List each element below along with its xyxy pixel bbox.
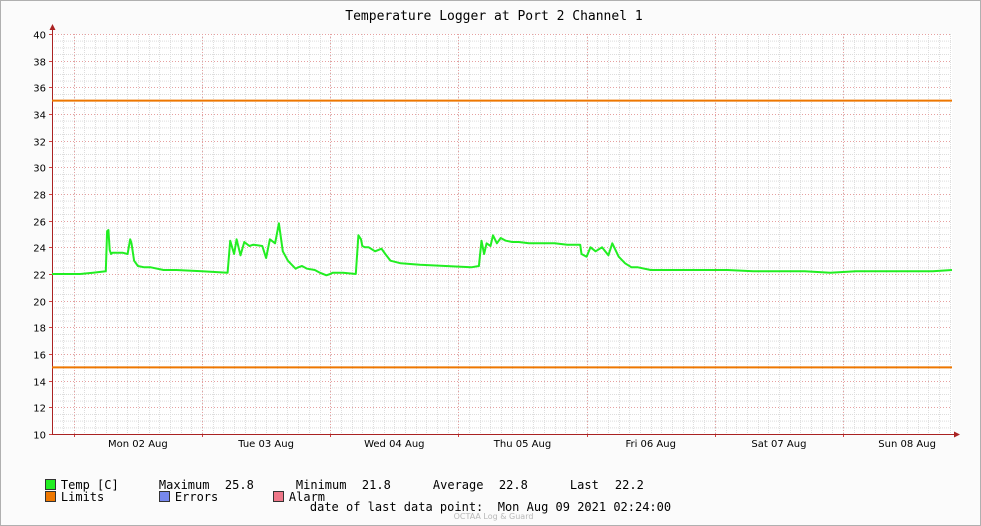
- y-tick-label: 20: [33, 298, 46, 309]
- maximum-label: Maximum: [158, 478, 210, 492]
- x-axis-arrow: [954, 431, 960, 438]
- y-tick-label: 38: [33, 58, 46, 69]
- temperature-chart: 10 12 14 16 18 20 22 24 26 28 30 32 34 36 38 40 Mon 02 A…: [33, 9, 960, 450]
- watermark: OCTAA Log & Guard: [453, 512, 534, 521]
- chart-title: Temperature Logger at Port 2 Channel 1: [345, 9, 642, 24]
- x-tick-label: Wed 04 Aug: [364, 439, 424, 450]
- y-tick-label: 28: [33, 191, 46, 202]
- y-tick-label: 32: [33, 138, 46, 149]
- y-tick-label: 26: [33, 218, 46, 229]
- y-tick-label: 18: [33, 324, 46, 335]
- last-label: Last: [569, 478, 599, 492]
- x-tick-label: Mon 02 Aug: [108, 439, 168, 450]
- maximum-value: 25.8: [224, 478, 254, 492]
- y-tick-label: 36: [33, 84, 46, 95]
- temp-legend-label: Temp [C]: [60, 478, 119, 492]
- y-axis-arrow: [49, 24, 56, 30]
- alarm-swatch: [272, 491, 284, 502]
- minimum-label: Minimum: [295, 478, 347, 492]
- errors-legend-label: Errors: [174, 490, 219, 504]
- y-tick-label: 12: [33, 404, 46, 415]
- x-tick-label: Tue 03 Aug: [237, 439, 294, 450]
- errors-swatch: [158, 491, 170, 502]
- x-tick-label: Sun 08 Aug: [878, 439, 936, 450]
- x-tick-label: Fri 06 Aug: [625, 439, 676, 450]
- y-tick-label: 34: [33, 111, 46, 122]
- minimum-value: 21.8: [361, 478, 391, 492]
- y-tick-label: 10: [33, 431, 46, 442]
- alarm-legend-label: Alarm: [288, 490, 326, 504]
- last-data-point: date of last data point: Mon Aug 09 2021…: [1, 500, 980, 514]
- last-data-point-value: Mon Aug 09 2021 02:24:00: [497, 500, 672, 514]
- limits-legend-label: Limits: [60, 490, 105, 504]
- y-tick-label: 22: [33, 271, 46, 282]
- average-label: Average: [432, 478, 484, 492]
- limits-swatch: [44, 491, 56, 502]
- y-tick-label: 30: [33, 164, 46, 175]
- last-data-point-label: date of last data point:: [309, 500, 484, 514]
- temp-swatch: [44, 479, 56, 490]
- last-value: 22.2: [614, 478, 644, 492]
- y-tick-label: 40: [33, 31, 46, 42]
- x-tick-label: Sat 07 Aug: [751, 439, 806, 450]
- average-value: 22.8: [498, 478, 528, 492]
- legend-row-1: Temp [C] Maximum 25.8 Minimum 21.8 Average 22.…: [16, 464, 655, 492]
- y-tick-label: 14: [33, 378, 46, 389]
- legend-row-2: Limits Errors Alarm: [16, 476, 325, 504]
- temperature-series-line: [52, 222, 953, 277]
- x-tick-label: Thu 05 Aug: [493, 439, 551, 450]
- y-tick-label: 16: [33, 351, 46, 362]
- y-tick-label: 24: [33, 244, 46, 255]
